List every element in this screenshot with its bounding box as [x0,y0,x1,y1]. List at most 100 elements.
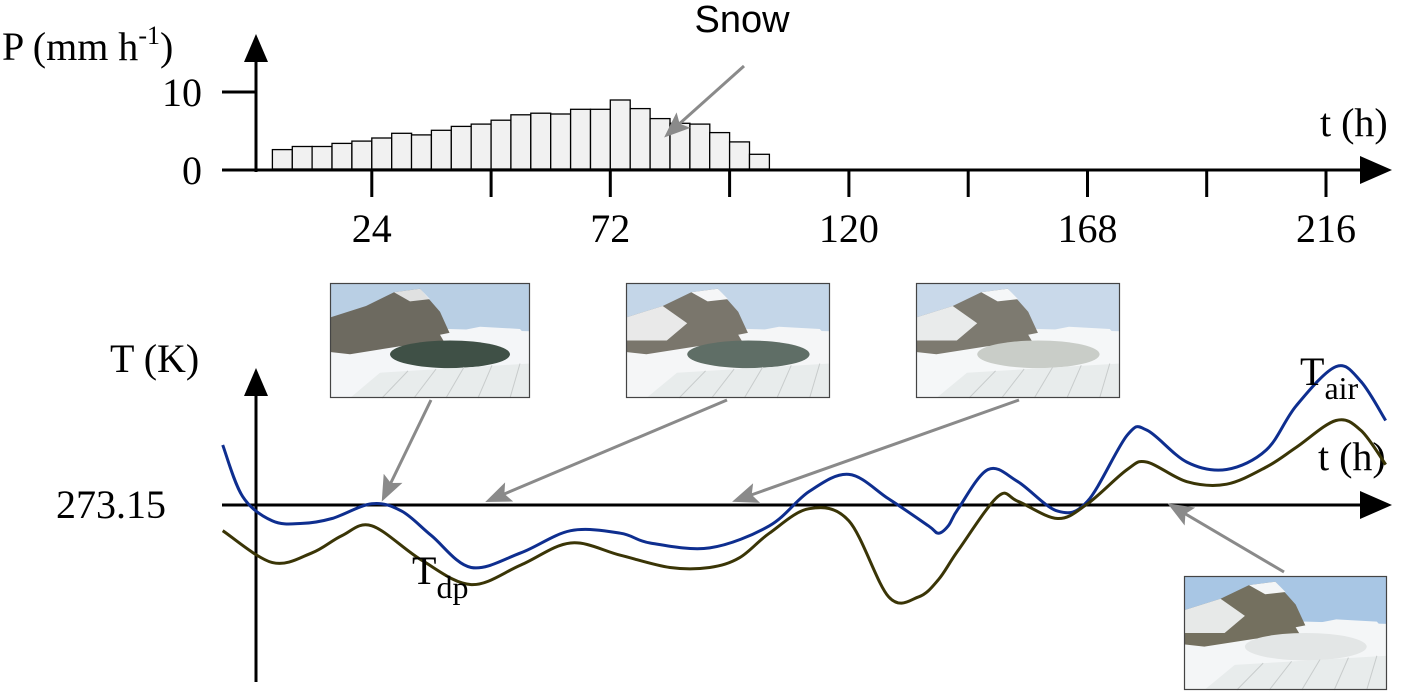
thumbnail-snow-patch [916,306,978,341]
precipitation-bar [450,125,472,170]
precipitation-bar [490,119,512,170]
series-label-t-air-sub: air [1324,370,1358,406]
precipitation-bar [271,148,293,170]
thumbnail-lake [390,340,510,369]
series-label-t-dp-sub: dp [436,569,468,605]
time-x-ticks [370,170,1328,197]
precipitation-bar [291,145,313,170]
thumbnail-border [329,282,531,399]
p-y-axis-label-close: ) [160,24,173,69]
x-tick-label-24: 24 [352,206,392,251]
precipitation-bar [470,123,492,170]
thumbnail-grid-line [445,366,465,399]
series-label-t-dp: Tdp [412,548,468,605]
thumbnail-snowcap [1248,581,1286,595]
snow-annotation-arrow [664,64,746,138]
arrow-melting [1167,503,1285,574]
p-x-axis-arrowhead [1360,156,1392,184]
series-line-t-air [221,364,1387,570]
thumbnail-border [915,282,1121,399]
precipitation-bar [609,99,631,170]
thumbnail-grid-line [809,363,821,399]
thumbnail-grid-line [413,368,437,399]
precipitation-bar [311,145,333,170]
arrow-open-water [381,399,433,502]
series-label-t-dp-base: T [412,548,436,593]
p-y-tick-label-0: 0 [182,148,202,193]
thumbnail-grid-line [1066,365,1082,399]
precipitation-bar [569,108,592,170]
t-x-axis-arrowhead [1360,491,1392,519]
t-reference-label: 273.15 [56,482,166,527]
thumbnail-lake-melting [1183,575,1388,691]
t-y-axis-label: T (K) [110,336,199,381]
thumbnail-floor [1204,655,1387,690]
thumbnail-grid-line [743,366,764,399]
thumbnail-grid-line [477,365,493,399]
p-x-axis-label: t (h) [1320,100,1388,145]
precipitation-bar [410,134,433,170]
precipitation-bar [430,129,452,170]
thumbnail-snow-patch [626,306,688,341]
x-tick-label-216: 216 [1296,206,1356,251]
thumbnail-border [1183,575,1388,691]
thumbnail-rock [330,288,454,355]
thumbnail-grid-line [711,368,735,399]
thumbnail-grid-line [1099,363,1111,399]
arrow-frozen [732,398,1020,503]
t-y-axis-arrowhead [244,368,268,396]
thumbnail-grid-line [1333,657,1349,691]
p-y-axis-label-base: P (mm h [2,24,138,69]
thumbnail-floor [936,363,1120,398]
time-x-tick-labels: 24 72 120 168 216 [352,206,1356,251]
thumbnail-floor [350,363,530,398]
x-tick-label-120: 120 [819,206,879,251]
precipitation-bar [629,107,651,170]
thumbnail-grid-line [1268,660,1292,691]
thumbnail-snowcap [691,288,728,302]
thumbnail-lake [977,340,1100,369]
thumbnail-border [625,282,831,399]
thumbnail-lake-partial-ice [625,282,831,399]
precipitation-bar [649,117,671,170]
thumbnail-floor [646,363,830,398]
precipitation-bars [271,99,771,170]
thumbnail-grid-line [1236,662,1264,691]
precipitation-bar [748,153,771,170]
precipitation-bar [709,131,731,170]
thumbnail-grid-line [1033,366,1054,399]
precipitation-bar [351,140,373,170]
thumbnail-grid-line [776,365,792,399]
thumbnail-arrows [381,398,1285,574]
p-y-tick-label-10: 10 [162,70,202,115]
precipitation-bar [689,123,711,170]
x-tick-label-72: 72 [590,206,630,251]
thumbnail-lake-frozen [915,282,1121,399]
thumbnail-lake [687,340,810,369]
temperature-panel: T (K) 273.15 t (h) Tair Tdp [56,282,1392,691]
precipitation-bar [371,137,393,170]
thumbnail-snow-patch [1184,598,1245,633]
series-line-t-dp [221,418,1387,605]
precipitation-bar [530,112,552,170]
thumbnail-grid-line [1366,655,1378,691]
precipitation-bar [550,113,572,170]
thumbnail-grid-line [968,370,996,399]
precipitation-bar [510,114,532,170]
series-label-t-air: Tair [1300,349,1359,406]
p-y-axis-arrowhead [244,34,268,62]
thumbnail-grid-line [509,363,521,399]
thumbnail-lake-open-water [329,282,531,399]
precipitation-bar [391,132,413,170]
p-y-axis-label-exponent: -1 [138,21,160,50]
thumbnail-grid-line [1001,368,1025,399]
x-tick-label-168: 168 [1058,206,1118,251]
snow-annotation: Snow [694,0,790,41]
thumbnail-grid-line [381,370,409,399]
precipitation-panel: 10 0 24 72 120 168 216 P (mm h-1) t (h) … [2,0,1392,251]
p-y-axis-label: P (mm h-1) [2,21,173,69]
thumbnail-snowcap [981,288,1018,302]
series-label-t-air-base: T [1300,349,1324,394]
